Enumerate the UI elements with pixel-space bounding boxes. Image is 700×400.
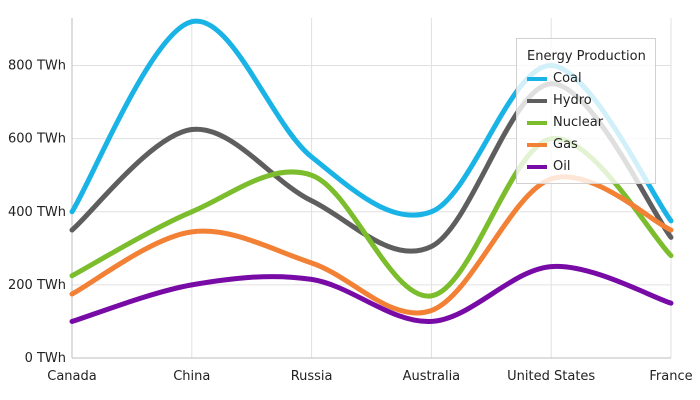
x-tick-label-russia: Russia — [291, 369, 333, 384]
x-tick-label-australia: Australia — [403, 369, 461, 384]
x-tick-label-canada: Canada — [47, 369, 96, 384]
legend-item-nuclear: Nuclear — [527, 115, 652, 131]
legend-item-oil: Oil — [527, 159, 652, 175]
legend-item-hydro: Hydro — [527, 93, 652, 109]
legend-label-coal: Coal — [553, 71, 582, 86]
y-tick-label-200: 200 TWh — [8, 278, 66, 293]
legend-swatch-gas — [527, 143, 547, 147]
legend-swatch-coal — [527, 77, 547, 81]
legend-swatch-hydro — [527, 99, 547, 103]
x-tick-label-united-states: United States — [507, 369, 595, 384]
legend-swatch-oil — [527, 165, 547, 169]
legend-item-coal: Coal — [527, 71, 652, 87]
legend-label-hydro: Hydro — [553, 93, 592, 108]
series-line-oil — [69, 264, 674, 324]
legend-label-oil: Oil — [553, 159, 571, 174]
y-tick-label-400: 400 TWh — [8, 205, 66, 220]
y-tick-label-800: 800 TWh — [8, 59, 66, 74]
legend-item-gas: Gas — [527, 137, 652, 153]
x-tick-label-france: France — [649, 369, 692, 384]
y-tick-label-600: 600 TWh — [8, 132, 66, 147]
legend-label-nuclear: Nuclear — [553, 115, 604, 130]
legend-title: Energy Production — [527, 49, 646, 64]
legend: Energy Production Coal Hydro Nuclear Gas… — [516, 38, 656, 184]
y-tick-label-0: 0 TWh — [25, 351, 66, 366]
legend-swatch-nuclear — [527, 121, 547, 125]
legend-label-gas: Gas — [553, 137, 578, 152]
x-tick-label-china: China — [173, 369, 210, 384]
